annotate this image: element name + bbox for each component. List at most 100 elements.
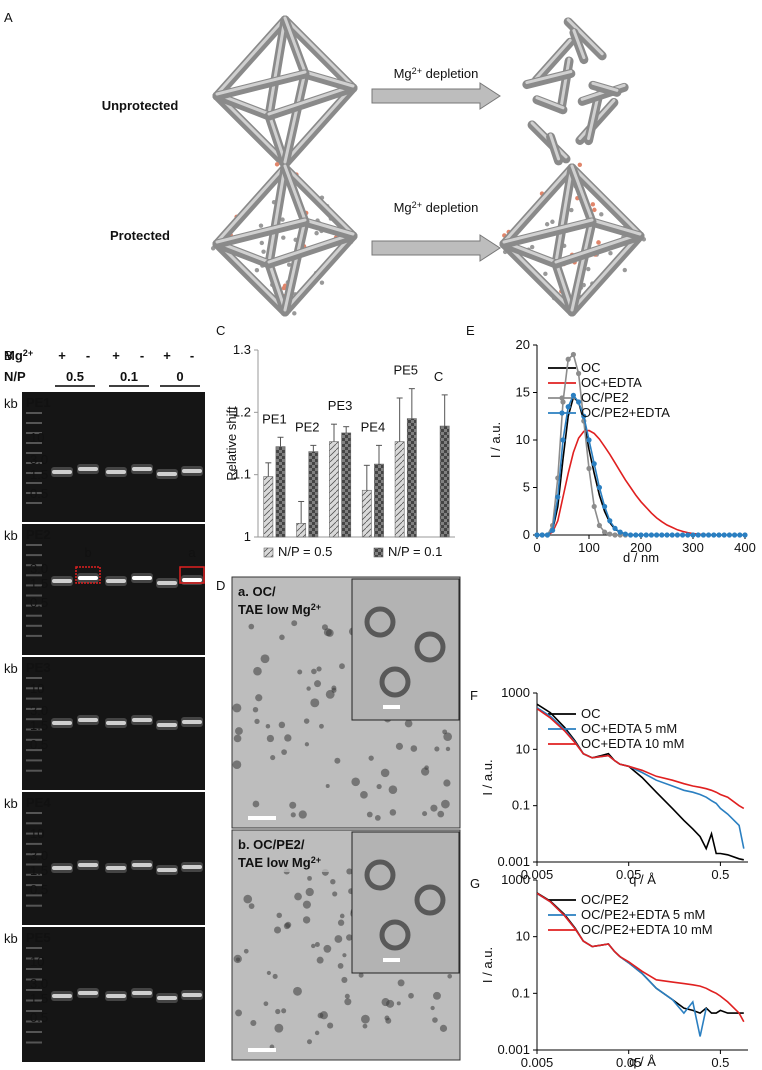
label-bg xyxy=(234,834,346,872)
marker xyxy=(685,532,691,538)
legend-label: OC/PE2 xyxy=(581,892,629,907)
octahedron xyxy=(499,162,647,317)
particle xyxy=(432,1017,438,1023)
highlight-box xyxy=(179,566,205,584)
sample-band xyxy=(182,720,202,724)
marker xyxy=(591,461,597,467)
polymer-dot xyxy=(314,230,319,236)
ladder-band xyxy=(26,697,42,700)
inset-particle xyxy=(379,919,411,951)
particle xyxy=(445,746,451,752)
polymer-dot xyxy=(622,267,627,273)
ladder-band xyxy=(26,832,42,835)
particle xyxy=(325,689,335,699)
rod-highlight xyxy=(215,16,287,96)
y-tick-label: 1 xyxy=(244,529,251,544)
ladder-band xyxy=(26,502,42,504)
rod-highlight xyxy=(283,232,355,312)
particle xyxy=(265,723,271,729)
particle xyxy=(344,998,352,1006)
particle xyxy=(311,668,317,675)
sign: + xyxy=(163,348,171,363)
ladder-band xyxy=(26,492,42,494)
sample-band xyxy=(78,863,98,867)
marker xyxy=(544,532,551,538)
sign: - xyxy=(190,348,194,363)
bar xyxy=(329,441,339,538)
y-tick-label: 0.1 xyxy=(512,798,530,813)
octahedron xyxy=(522,17,629,166)
legend-label: OC+EDTA xyxy=(581,375,642,390)
ladder-label: 3.0 xyxy=(30,452,48,467)
rod-highlight xyxy=(283,70,307,164)
ladder-label: 0.5 xyxy=(30,1010,48,1025)
bar xyxy=(275,446,286,538)
x-tick-label: 0.05 xyxy=(616,1055,641,1070)
rod-highlight xyxy=(502,218,594,244)
ladder-band xyxy=(26,728,42,731)
scale-bar xyxy=(383,958,400,962)
ladder-band xyxy=(26,904,42,907)
polymer-dot xyxy=(596,240,601,245)
arrow-label-base: Mg xyxy=(394,66,412,81)
legend-swatch xyxy=(373,547,384,558)
sample-band xyxy=(52,866,72,870)
marker xyxy=(732,532,738,538)
category-label: PE2 xyxy=(295,419,320,434)
gel-label: PE3 xyxy=(26,660,51,675)
marker xyxy=(565,404,571,410)
particle xyxy=(334,935,343,943)
ladder-label: 10 xyxy=(30,430,44,445)
sample-band xyxy=(52,721,72,725)
inset-particle xyxy=(414,884,446,916)
gel-label: PE5 xyxy=(26,930,51,945)
rod-highlight xyxy=(303,70,355,88)
legend-label: OC+EDTA 10 mM xyxy=(581,736,684,751)
particle xyxy=(252,800,260,808)
legend-label: OC/PE2 xyxy=(581,390,629,405)
marker xyxy=(570,392,577,398)
rod-highlight xyxy=(267,112,287,164)
sign: - xyxy=(86,348,90,363)
particle xyxy=(344,993,350,999)
rod xyxy=(264,83,358,121)
particle xyxy=(395,742,404,750)
legend-label: OC xyxy=(581,360,601,375)
particle xyxy=(388,785,398,794)
marker xyxy=(550,527,556,533)
marker xyxy=(711,532,717,538)
category-label: PE3 xyxy=(328,398,353,413)
particle xyxy=(306,686,311,691)
x-axis-label: d / nm xyxy=(623,550,659,565)
sample-band xyxy=(52,470,72,474)
polymer-dot xyxy=(569,207,574,213)
marker xyxy=(643,532,649,538)
rod xyxy=(264,231,358,269)
y-tick-label: 10 xyxy=(516,741,530,756)
marker xyxy=(591,503,597,510)
rod xyxy=(551,231,645,269)
ladder-band xyxy=(26,462,42,464)
legend-label: N/P = 0.1 xyxy=(388,544,442,559)
marker xyxy=(706,532,712,538)
sample-band xyxy=(157,723,177,727)
legend-label: OC+EDTA 5 mM xyxy=(581,721,677,736)
rod-highlight xyxy=(215,70,307,96)
particle xyxy=(232,703,242,713)
rod xyxy=(212,91,274,121)
ladder-label: 1.5 xyxy=(30,576,48,591)
ladder-band xyxy=(26,718,42,721)
rod-highlight xyxy=(549,133,561,161)
inset-particle xyxy=(379,666,411,698)
marker xyxy=(628,532,634,538)
sample-band xyxy=(182,993,202,997)
rod-highlight xyxy=(283,84,355,164)
x-tick-label: 0.005 xyxy=(521,867,554,882)
gel-label: PE2 xyxy=(26,527,51,542)
rod-highlight xyxy=(283,164,307,222)
particle xyxy=(422,811,428,817)
ladder-band xyxy=(26,452,42,454)
rod-highlight xyxy=(570,164,642,236)
rod-highlight xyxy=(267,84,355,116)
rod-highlight xyxy=(215,92,287,164)
